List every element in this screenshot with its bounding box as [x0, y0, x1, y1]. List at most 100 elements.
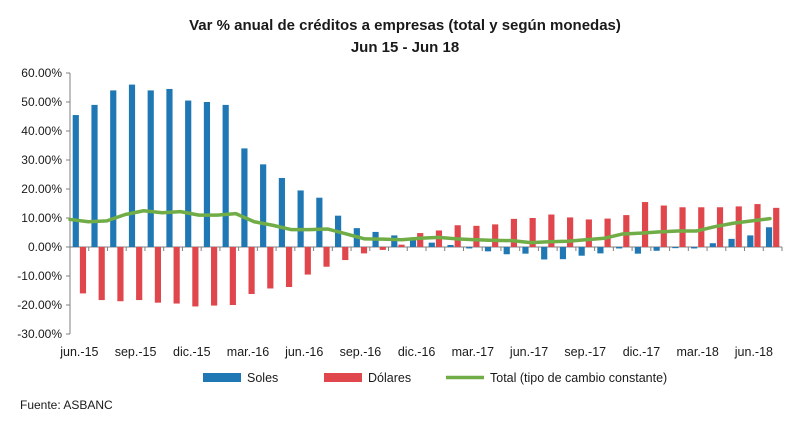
bar-soles: [166, 88, 173, 247]
x-tick-label: sep.-17: [564, 345, 606, 359]
y-tick-label: 50.00%: [21, 95, 62, 109]
legend-soles-swatch: [203, 373, 241, 382]
x-axis: jun.-15 sep.-15 dic.-15 mar.-16 jun.-16 sep.-…: [59, 246, 783, 359]
bar-soles: [91, 104, 98, 248]
bar-dolares: [323, 247, 330, 267]
bar-soles: [672, 247, 679, 249]
bar-soles: [203, 102, 211, 247]
bar-dolares: [529, 218, 536, 247]
bar-dolares: [473, 225, 480, 247]
bar-soles: [653, 247, 660, 251]
y-tick-label: 20.00%: [21, 182, 62, 196]
bar-dolares: [660, 205, 667, 247]
x-tick-label: jun.-15: [59, 345, 98, 359]
bar-soles: [709, 243, 716, 247]
bar-soles: [185, 100, 192, 247]
y-tick-label: 60.00%: [21, 66, 62, 80]
legend-soles: Soles: [203, 371, 278, 385]
x-tick-label: dic.-16: [398, 345, 436, 359]
bar-dolares: [136, 247, 143, 301]
bar-soles: [128, 84, 136, 247]
bar-dolares: [492, 224, 499, 247]
bar-soles: [260, 164, 267, 247]
legend: Soles Dólares Total (tipo de cambio consta…: [203, 371, 667, 385]
bar-soles: [72, 115, 79, 247]
bar-dolares: [641, 202, 649, 247]
bar-soles: [559, 247, 567, 260]
x-tick-label: jun.-16: [284, 345, 323, 359]
line-total: [68, 209, 772, 245]
x-tick-label: dic.-15: [173, 345, 211, 359]
bar-dolares: [604, 218, 611, 247]
bar-soles: [522, 247, 529, 254]
bar-dolares: [248, 247, 255, 294]
chart-subtitle: Jun 15 - Jun 18: [351, 39, 459, 56]
bar-soles: [447, 244, 454, 247]
bar-dolares: [98, 247, 105, 301]
legend-dolares-label: Dólares: [368, 371, 411, 385]
bar-soles: [147, 90, 154, 248]
bar-dolares: [773, 207, 780, 247]
bar-dolares: [211, 247, 218, 306]
bar-dolares: [229, 247, 236, 305]
bar-dolares: [585, 219, 592, 247]
bar-soles: [616, 247, 623, 249]
chart-title: Var % anual de créditos a empresas (tota…: [189, 17, 621, 34]
bar-soles: [728, 238, 735, 247]
bar-dolares: [192, 247, 199, 307]
y-tick-label: 40.00%: [21, 124, 62, 138]
legend-soles-label: Soles: [247, 371, 278, 385]
y-tick-label: 0.00%: [28, 240, 62, 254]
y-tick-label: 10.00%: [21, 211, 62, 225]
bar-dolares: [679, 207, 686, 247]
bar-dolares: [304, 247, 311, 275]
bar-soles: [297, 190, 304, 247]
bar-soles: [503, 247, 510, 255]
x-tick-label: sep.-16: [340, 345, 382, 359]
bar-soles: [428, 242, 435, 247]
bar-soles: [278, 177, 285, 247]
bar-dolares: [342, 247, 349, 261]
chart-source: Fuente: ASBANC: [20, 398, 113, 412]
bar-soles: [110, 90, 117, 248]
x-tick-label: dic.-17: [623, 345, 661, 359]
y-tick-label: -30.00%: [17, 327, 62, 341]
bar-dolares: [173, 247, 180, 304]
x-tick-label: jun.-18: [734, 345, 773, 359]
y-axis: 60.00% 50.00% 40.00% 30.00% 20.00% 10.00% 0.00…: [17, 66, 71, 341]
legend-dolares: Dólares: [324, 371, 411, 385]
bar-soles: [409, 237, 417, 247]
bar-dolares: [548, 214, 555, 247]
bar-dolares: [754, 204, 761, 247]
bar-soles: [541, 247, 548, 260]
legend-total-label: Total (tipo de cambio constante): [490, 371, 667, 385]
bar-dolares: [735, 206, 742, 247]
bar-dolares: [267, 247, 274, 289]
x-tick-label: mar.-17: [452, 345, 494, 359]
bar-soles: [578, 247, 585, 256]
y-tick-label: 30.00%: [21, 153, 62, 167]
x-tick-label: sep.-15: [115, 345, 157, 359]
bar-soles: [466, 247, 473, 249]
bar-dolares: [154, 247, 161, 303]
bar-soles: [765, 227, 773, 247]
x-tick-label: mar.-16: [227, 345, 269, 359]
bar-dolares: [79, 247, 87, 294]
x-tick-label: jun.-17: [509, 345, 548, 359]
bar-dolares: [510, 218, 517, 247]
bars: [72, 84, 780, 307]
y-tick-label: -20.00%: [17, 298, 62, 312]
bar-soles: [691, 247, 698, 249]
bar-soles: [747, 235, 754, 247]
bar-dolares: [398, 244, 405, 247]
bar-soles: [634, 247, 641, 254]
legend-total: Total (tipo de cambio constante): [446, 371, 667, 385]
bar-soles: [222, 104, 229, 248]
bar-dolares: [454, 225, 461, 247]
x-tick-label: mar.-18: [676, 345, 718, 359]
bar-soles: [316, 197, 323, 247]
bar-dolares: [623, 215, 630, 247]
bar-soles: [597, 247, 604, 254]
